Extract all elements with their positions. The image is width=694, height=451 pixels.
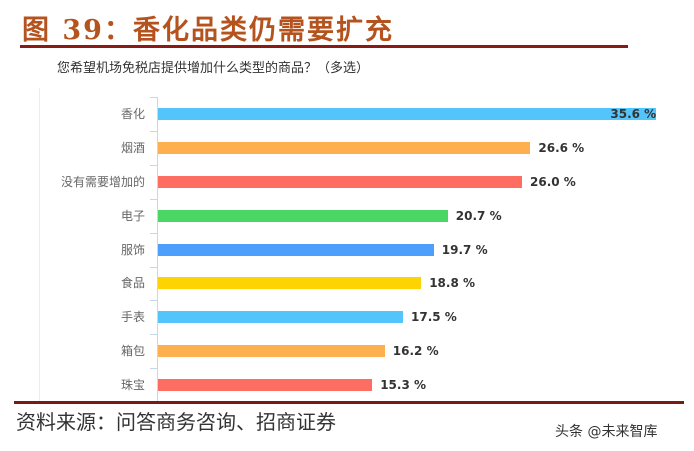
category-label: 电子 (120, 208, 145, 223)
axis-tick (150, 164, 158, 166)
watermark: 头条 @未来智库 (555, 424, 658, 440)
source-note: 资料来源：问答商务咨询、招商证券 (16, 410, 336, 434)
value-label: 26.6 % (538, 140, 585, 155)
value-label: 35.6 % (610, 106, 657, 121)
category-label: 箱包 (120, 344, 145, 359)
bar (158, 277, 422, 290)
bar (158, 175, 522, 188)
bar (158, 209, 448, 222)
chart-frame-line (39, 88, 40, 402)
bar (158, 311, 403, 324)
axis-tick (150, 198, 158, 200)
figure-title: 图 39：香化品类仍需要扩充 (22, 15, 394, 46)
category-label: 烟酒 (120, 140, 145, 155)
category-label: 没有需要增加的 (60, 174, 145, 189)
bar (158, 107, 657, 120)
category-label: 服饰 (120, 242, 145, 257)
category-label: 珠宝 (120, 378, 145, 393)
bar (158, 345, 385, 358)
category-label: 香化 (120, 106, 145, 121)
chart-title: 您希望机场免税店提供增加什么类型的商品？（多选） (57, 61, 370, 76)
value-label: 19.7 % (441, 242, 488, 257)
title-divider (20, 45, 628, 48)
category-label: 手表 (120, 310, 145, 325)
axis-tick (150, 232, 158, 234)
value-label: 17.5 % (411, 310, 457, 325)
axis-tick (150, 334, 158, 336)
bar (158, 141, 531, 154)
axis-tick (150, 368, 158, 370)
value-label: 26.0 % (530, 174, 576, 189)
axis-tick (150, 130, 158, 132)
y-axis (157, 97, 158, 402)
footer-divider (14, 401, 684, 404)
value-label: 18.8 % (429, 276, 475, 291)
axis-tick (150, 300, 158, 302)
value-label: 16.2 % (392, 344, 439, 359)
category-label: 食品 (120, 276, 145, 291)
bar (158, 243, 434, 256)
value-label: 15.3 % (380, 378, 426, 393)
bar (158, 379, 373, 392)
value-label: 20.7 % (455, 208, 502, 223)
axis-tick (150, 266, 158, 268)
axis-tick (150, 97, 158, 98)
